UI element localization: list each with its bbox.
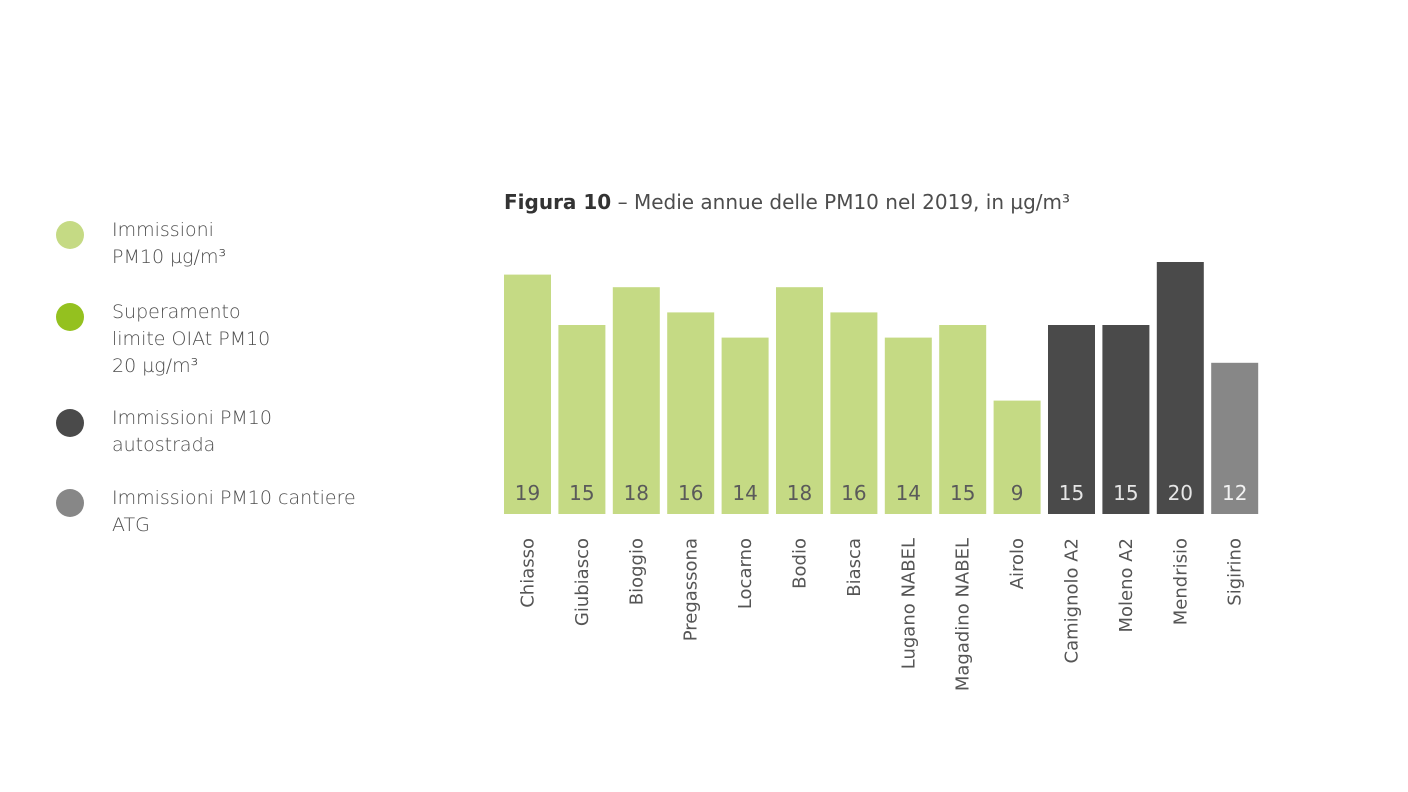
category-label: Giubiasco	[572, 538, 593, 626]
figure-number: Figura 10	[504, 190, 612, 214]
bar-mendrisio	[1156, 262, 1204, 514]
category-label: Chiasso	[518, 538, 539, 608]
bar-chiasso	[504, 274, 551, 514]
bar-camignolo-a2	[1048, 325, 1095, 514]
bar-locarno	[721, 337, 769, 514]
bar-moleno-a2	[1102, 325, 1150, 514]
value-label: 14	[732, 481, 757, 505]
bar-giubiasco	[558, 325, 606, 514]
bar-sigirino	[1211, 362, 1259, 514]
value-label: 14	[896, 481, 921, 505]
category-label: Locarno	[735, 538, 756, 609]
legend: Immissioni PM10 µg/m³ Superamento limite…	[56, 0, 396, 792]
value-label: 12	[1222, 481, 1247, 505]
category-label: Magadino NABEL	[953, 538, 974, 691]
category-label: Moleno A2	[1116, 538, 1137, 633]
value-label: 15	[569, 481, 594, 505]
category-label: Camignolo A2	[1062, 538, 1083, 663]
bar-lugano-nabel	[884, 337, 932, 514]
legend-dot-light-green	[56, 221, 84, 249]
bar-bodio	[776, 287, 823, 514]
value-label: 15	[950, 481, 975, 505]
value-label: 16	[678, 481, 703, 505]
category-label: Sigirino	[1225, 538, 1246, 606]
category-label: Lugano NABEL	[898, 538, 919, 669]
legend-label: Immissioni PM10 µg/m³	[112, 219, 227, 268]
value-label: 9	[1011, 481, 1024, 505]
value-label: 16	[841, 481, 866, 505]
category-label: Airolo	[1007, 538, 1028, 589]
value-label: 15	[1113, 481, 1138, 505]
category-label: Mendrisio	[1170, 538, 1191, 625]
category-label: Bodio	[790, 538, 811, 589]
legend-label: Superamento limite OIAt PM10 20 µg/m³	[112, 301, 271, 377]
value-label: 18	[624, 481, 649, 505]
value-label: 19	[515, 481, 540, 505]
legend-label: Immissioni PM10 autostrada	[112, 407, 272, 456]
bar-airolo	[993, 400, 1041, 514]
legend-dot-dark-gray	[56, 409, 84, 437]
bar-pregassona	[667, 312, 715, 514]
category-label: Biasca	[844, 538, 865, 597]
legend-dot-green	[56, 303, 84, 331]
category-label: Pregassona	[681, 538, 702, 641]
value-label: 18	[787, 481, 812, 505]
bar-magadino-nabel	[939, 325, 987, 514]
legend-dot-gray	[56, 489, 84, 517]
bar-biasca	[830, 312, 878, 514]
chart-title: Figura 10 – Medie annue delle PM10 nel 2…	[504, 190, 1070, 214]
chart-title-text: – Medie annue delle PM10 nel 2019, in µg…	[611, 190, 1071, 214]
value-label: 15	[1059, 481, 1084, 505]
legend-label: Immissioni PM10 cantiere ATG	[112, 487, 356, 536]
bar-bioggio	[612, 287, 660, 514]
value-label: 20	[1168, 481, 1193, 505]
category-label: Bioggio	[626, 538, 647, 605]
